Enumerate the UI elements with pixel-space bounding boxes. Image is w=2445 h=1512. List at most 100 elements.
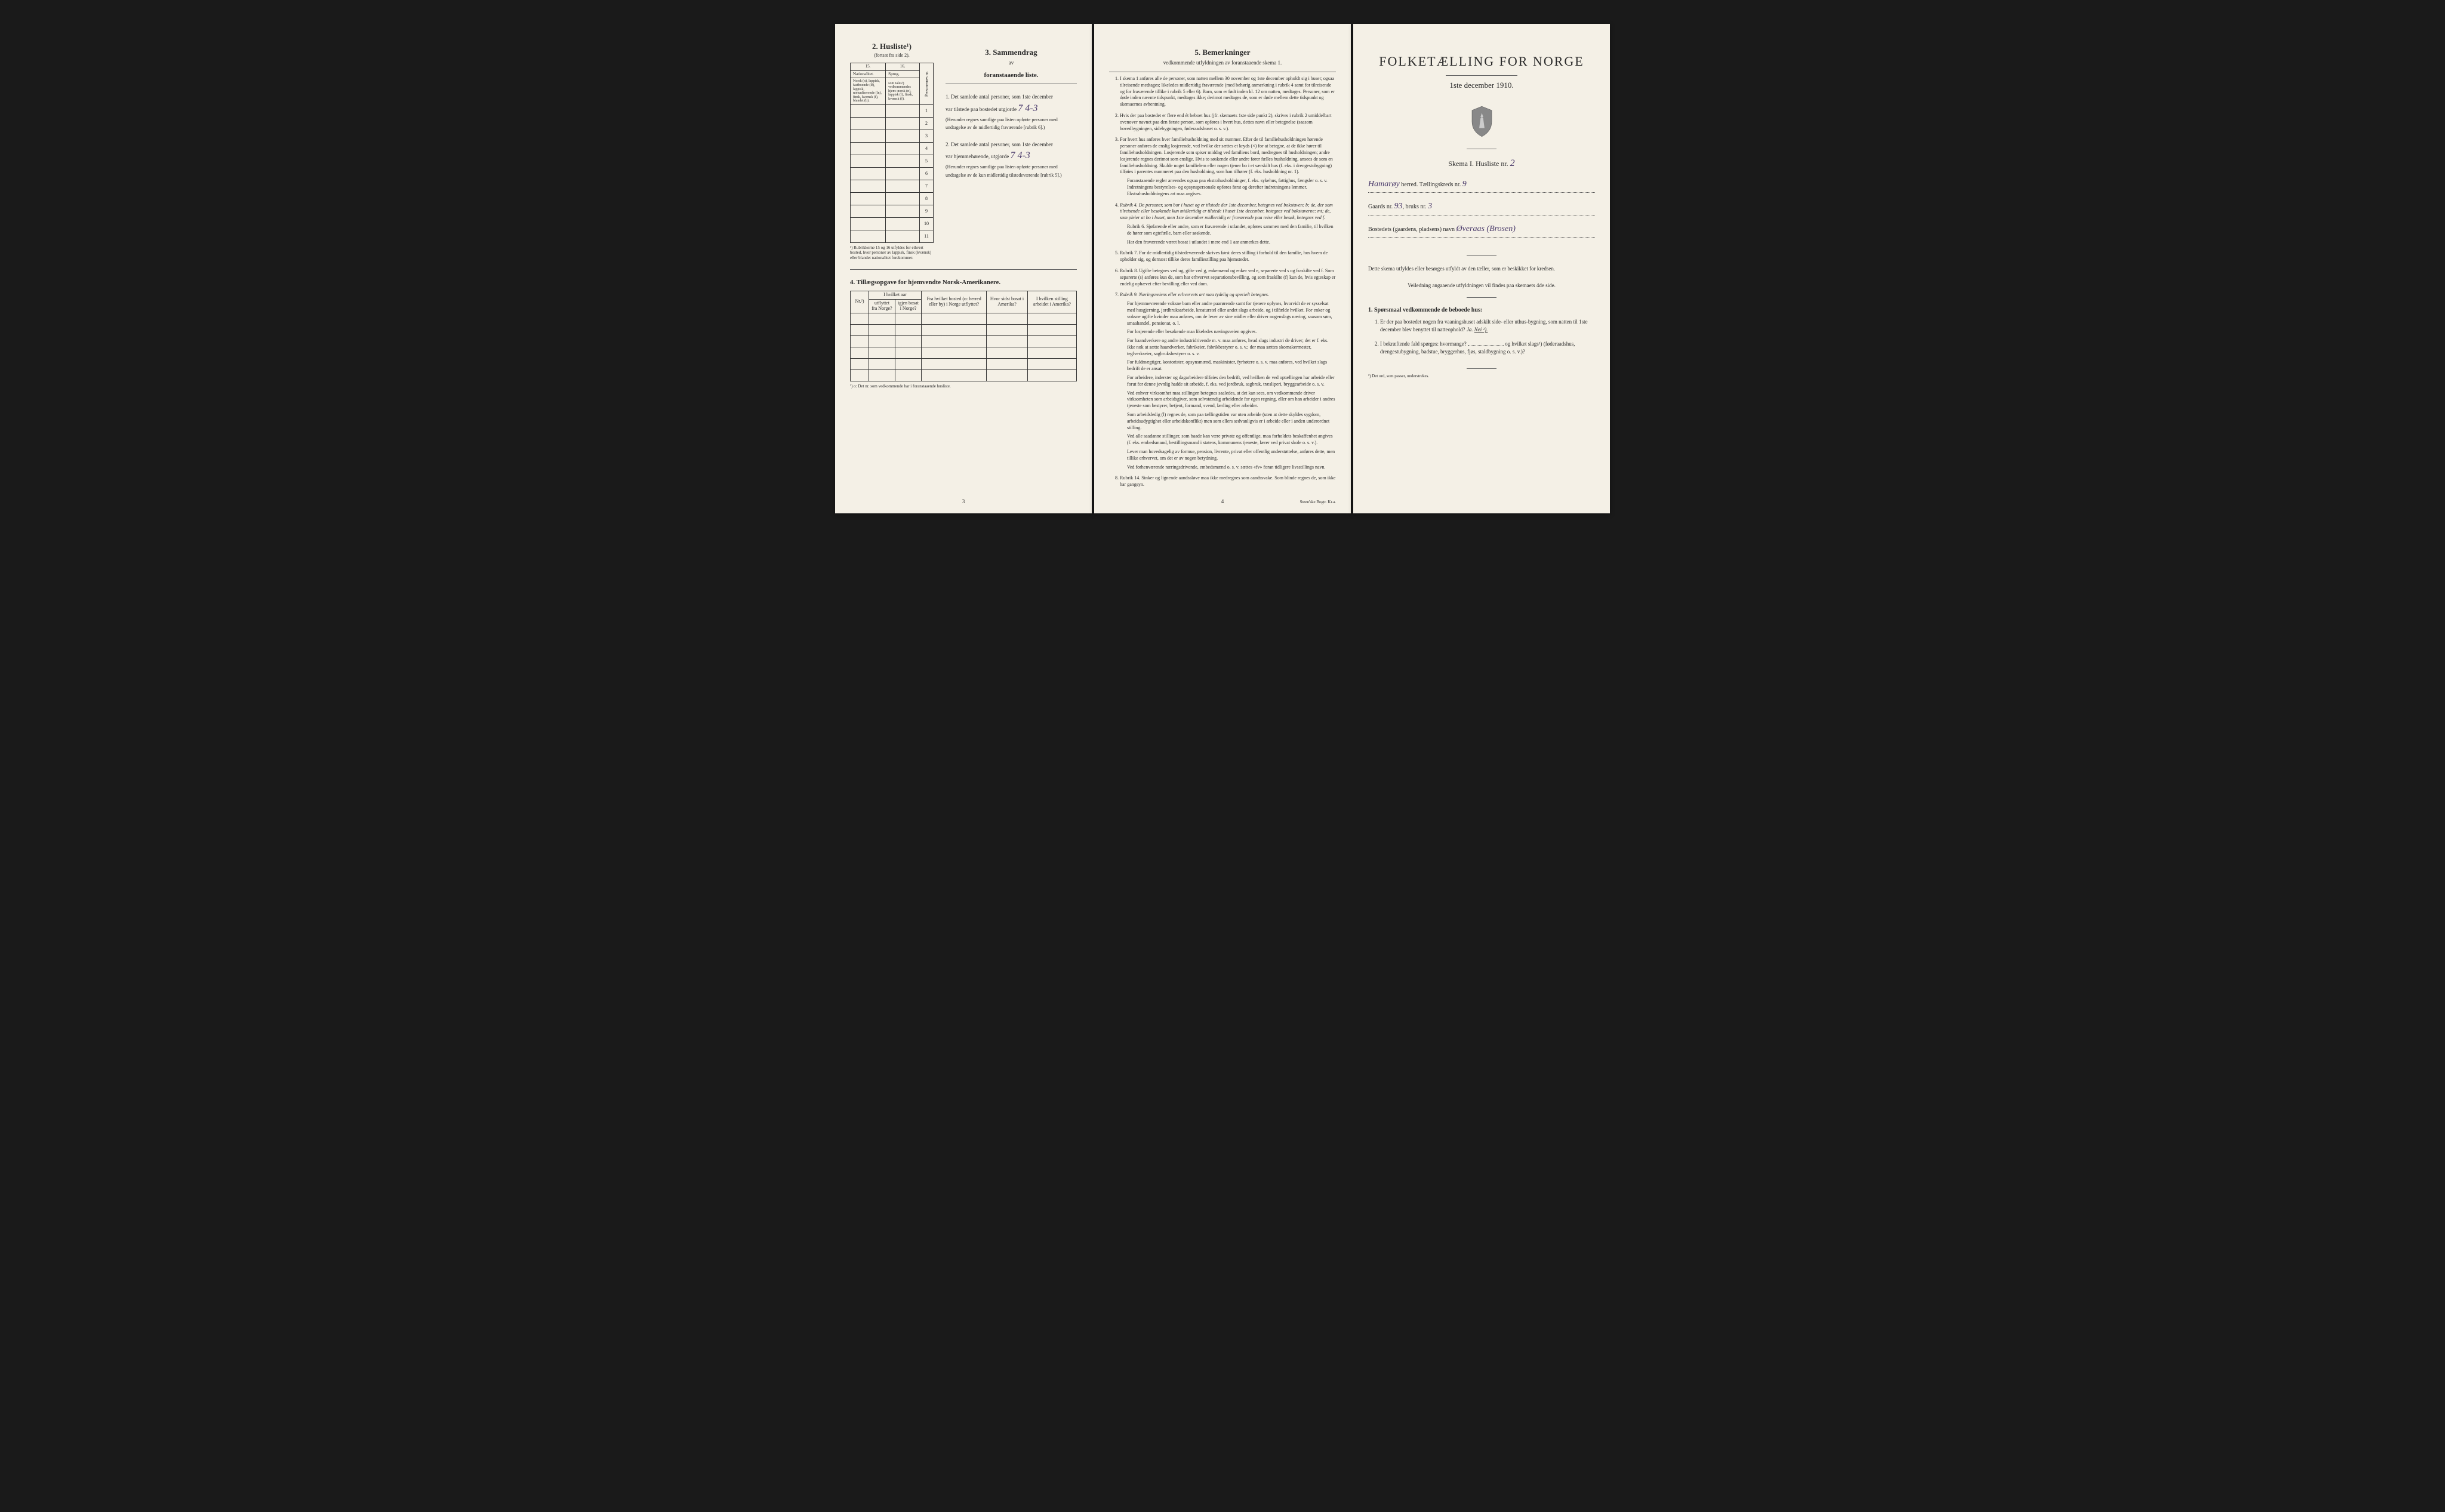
sammendrag-item-1: 1. Det samlede antal personer, som 1ste … [946, 93, 1077, 132]
col-15: 15. [851, 63, 886, 71]
page-number: 4 [1221, 498, 1224, 504]
col-hvor: Hvor sidst bosat i Amerika? [987, 291, 1027, 313]
desc-16: som tales¹) vedkommendes hjem: norsk (n)… [886, 78, 920, 105]
answer-nei: Nei ²). [1474, 327, 1488, 332]
bemerkning-item: Rubrik 9. Næringsveiens eller erhvervets… [1120, 292, 1336, 470]
bosted-value: Øveraas (Brosen) [1456, 224, 1515, 233]
tillaeg-footnote: ²) o: Det nr. som vedkommende har i fora… [850, 384, 1077, 389]
item2-value: 7 4-3 [1010, 150, 1030, 161]
header-sprog: Sprog, [886, 70, 920, 78]
row-num: 11 [920, 230, 934, 242]
answer-ja: Ja. [1467, 327, 1473, 332]
sub-para: For losjerende eller besøkende maa likel… [1127, 329, 1336, 335]
bemerkning-item: Rubrik 14. Sinker og lignende aandssløve… [1120, 475, 1336, 488]
census-date: 1ste december 1910. [1368, 81, 1595, 90]
kreds-nr: 9 [1462, 180, 1467, 189]
item1-text: var tilstede paa bostedet utgjorde [946, 106, 1017, 112]
bemerkning-item: Rubrik 8. Ugifte betegnes ved ug, gifte … [1120, 268, 1336, 287]
sub-para: Som arbeidsledig (l) regnes de, som paa … [1127, 412, 1336, 431]
item1-label: 1. Det samlede antal personer, som 1ste … [946, 94, 1053, 100]
sub-para: Ved enhver virksomhet maa stillingen bet… [1127, 390, 1336, 409]
page-left: 2. Husliste¹) (fortsat fra side 2). 15. … [835, 24, 1092, 513]
husliste-nr: 2 [1510, 158, 1515, 168]
bemerkning-item: Rubrik 7. For de midlertidig tilstedevær… [1120, 250, 1336, 263]
sammendrag-section: 3. Sammendrag av foranstaaende liste. 1.… [946, 48, 1077, 179]
table-row [851, 358, 1077, 369]
bemerkning-item: Hvis der paa bostedet er flere end ét be… [1120, 113, 1336, 132]
bemerkninger-list: I skema 1 anføres alle de personer, som … [1109, 76, 1336, 488]
herred-label: herred. Tællingskreds nr. [1401, 181, 1461, 188]
item1-value: 7 4-3 [1018, 103, 1037, 113]
row-num: 10 [920, 217, 934, 230]
sub-para: For fuldmægtiger, kontorister, opsynsmæn… [1127, 359, 1336, 372]
row-num: 5 [920, 155, 934, 167]
bemerkning-item: For hvert hus anføres hver familiehushol… [1120, 137, 1336, 197]
bosted-label: Bostedets (gaardens, pladsens) navn [1368, 226, 1455, 233]
col-igjen: igjen bosat i Norge? [895, 299, 922, 313]
page-number: 3 [962, 498, 965, 504]
gaard-label: Gaards nr. [1368, 204, 1393, 210]
row-num: 4 [920, 142, 934, 155]
bruk-nr: 3 [1428, 202, 1432, 211]
herred-line: Hamarøy herred. Tællingskreds nr. 9 [1368, 178, 1595, 193]
sub-para: For arbeidere, inderster og dagarbeidere… [1127, 375, 1336, 388]
person-nr-header: Personernes nr. [920, 63, 934, 105]
page-middle: 5. Bemerkninger vedkommende utfyldningen… [1094, 24, 1351, 513]
sub-para: Har den fraværende været bosat i utlande… [1127, 239, 1336, 246]
desc-15: Norsk (n), lappisk, fastboende (lf), lap… [851, 78, 886, 105]
printer-info: Steen'ske Bogtr. Kr.a. [1300, 500, 1336, 504]
bemerkning-item: Rubrik 4. De personer, som bor i huset o… [1120, 202, 1336, 246]
table-row [851, 313, 1077, 324]
col-utflyttet: utflyttet fra Norge? [869, 299, 895, 313]
header-nationalitet: Nationalitet. [851, 70, 886, 78]
sammendrag-item-2: 2. Det samlede antal personer, som 1ste … [946, 141, 1077, 180]
page-right: FOLKETÆLLING FOR NORGE 1ste december 191… [1353, 24, 1610, 513]
row-num: 7 [920, 180, 934, 192]
row-num: 8 [920, 192, 934, 205]
skema-line: Skema I. Husliste nr. 2 [1368, 158, 1595, 169]
bemerkninger-subtitle: vedkommende utfyldningen av foranstaaend… [1109, 60, 1336, 66]
question-1: Er der paa bostedet nogen fra vaaningshu… [1380, 318, 1595, 334]
coat-of-arms-icon [1368, 105, 1595, 140]
herred-value: Hamarøy [1368, 180, 1400, 189]
sub-para: Rubrik 6. Sjøfarende eller andre, som er… [1127, 224, 1336, 237]
sub-para: Lever man hovedsagelig av formue, pensio… [1127, 449, 1336, 462]
instruction-sub: Veiledning angaaende utfyldningen vil fi… [1368, 282, 1595, 288]
item2-note: (Herunder regnes samtlige paa listen opf… [946, 164, 1062, 178]
question-list: Er der paa bostedet nogen fra vaaningshu… [1368, 318, 1595, 356]
table-row [851, 369, 1077, 381]
husliste-table: 15. 16. Personernes nr. Nationalitet. Sp… [850, 63, 934, 243]
tillaeg-title: 4. Tillægsopgave for hjemvendte Norsk-Am… [850, 279, 1077, 286]
main-title: FOLKETÆLLING FOR NORGE [1368, 54, 1595, 69]
bosted-line: Bostedets (gaardens, pladsens) navn Øver… [1368, 223, 1595, 238]
sub-para: For haandverkere og andre industridriven… [1127, 338, 1336, 357]
table-row [851, 347, 1077, 358]
col-aar: I hvilket aar [869, 291, 922, 300]
col-nr: Nr.²) [851, 291, 869, 313]
sammendrag-title: 3. Sammendrag [946, 48, 1077, 57]
col-fra: Fra hvilket bosted (o: herred eller by) … [922, 291, 987, 313]
sammendrag-sub1: av [946, 60, 1077, 66]
item2-label: 2. Det samlede antal personer, som 1ste … [946, 141, 1053, 147]
tillaeg-table: Nr.²) I hvilket aar Fra hvilket bosted (… [850, 291, 1077, 381]
husliste-title: 2. Husliste¹) [850, 42, 934, 51]
row-num: 3 [920, 130, 934, 142]
row-num: 2 [920, 117, 934, 130]
table-row [851, 324, 1077, 335]
sammendrag-sub2: foranstaaende liste. [946, 72, 1077, 79]
bemerkning-item: I skema 1 anføres alle de personer, som … [1120, 76, 1336, 108]
sub-para: Foranstaaende regler anvendes ogsaa paa … [1127, 178, 1336, 197]
skema-label: Skema I. Husliste nr. [1448, 159, 1508, 168]
col-16: 16. [886, 63, 920, 71]
gaard-line: Gaards nr. 93, bruks nr. 3 [1368, 200, 1595, 215]
husliste-footnote: ¹) Rubrikkerne 15 og 16 utfyldes for eth… [850, 245, 934, 260]
sub-para: Ved alle saadanne stillinger, som baade … [1127, 433, 1336, 446]
row-num: 9 [920, 205, 934, 217]
question-2: I bekræftende fald spørges: hvormange? o… [1380, 340, 1595, 356]
sub-para: Ved forhenværende næringsdrivende, embed… [1127, 464, 1336, 471]
bemerkninger-title: 5. Bemerkninger [1109, 48, 1336, 57]
col-stilling: I hvilken stilling arbeidet i Amerika? [1027, 291, 1076, 313]
row-num: 1 [920, 104, 934, 117]
bruk-label: bruks nr. [1406, 204, 1427, 210]
table-row [851, 335, 1077, 347]
